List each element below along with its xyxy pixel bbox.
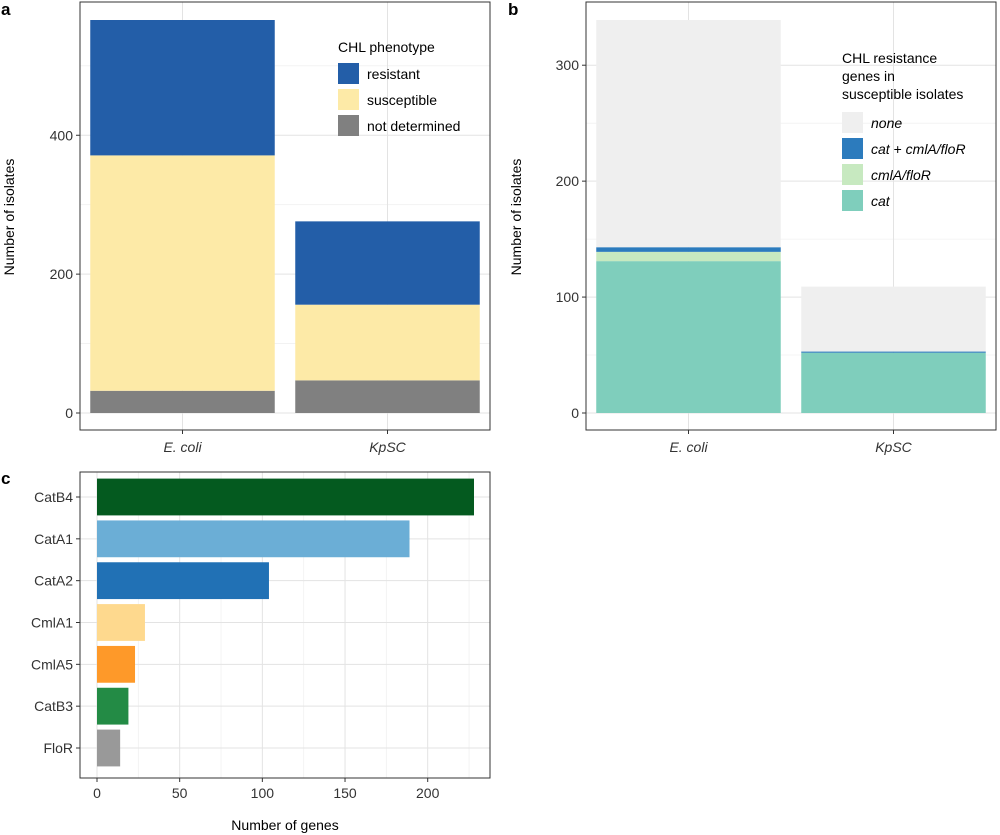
a-bar-kpsc-susceptible <box>295 304 480 381</box>
b-legend-key-cmla-flor <box>842 164 863 185</box>
a-legend-key-resistant <box>338 63 359 84</box>
c-bar-cata1 <box>97 520 410 558</box>
c-y-tick-label-flor: FloR <box>43 740 73 756</box>
panel-b-x-ticks: E. coli KpSC <box>669 430 913 455</box>
a-legend-label-susceptible: susceptible <box>367 92 437 108</box>
c-x-tick-label: 50 <box>172 785 188 801</box>
panel-a-y-ticks: 0 200 400 <box>50 127 80 421</box>
b-legend-key-cat-cmla-flor <box>842 138 863 159</box>
c-x-tick-label: 100 <box>251 785 275 801</box>
b-x-tick-label-e-coli: E. coli <box>669 439 708 455</box>
b-y-tick-label: 200 <box>556 173 580 189</box>
c-y-tick-label-cata1: CatA1 <box>34 531 73 547</box>
panel-b-legend: CHL resistance genes in susceptible isol… <box>842 50 966 211</box>
c-y-tick-label-cmla1: CmlA1 <box>31 615 73 631</box>
panel-b-legend-title-line-2: genes in <box>842 68 895 84</box>
b-bar-e-coli-cat-cmla-flor <box>596 247 781 252</box>
c-y-tick-label-cata2: CatA2 <box>34 573 73 589</box>
a-bar-e-coli-resistant <box>90 20 275 156</box>
c-y-tick-label-catb4: CatB4 <box>34 489 73 505</box>
panel-a-legend-title: CHL phenotype <box>338 39 435 55</box>
panel-b-y-ticks: 0 100 200 300 <box>556 57 586 421</box>
b-legend-label-none: none <box>871 115 902 131</box>
b-legend-label-cat: cat <box>871 193 891 209</box>
b-legend-key-cat <box>842 190 863 211</box>
c-x-tick-label: 150 <box>333 785 357 801</box>
panel-a-y-axis-title: Number of isolates <box>1 159 17 276</box>
panel-a-frame <box>79 1 491 431</box>
panel-a-legend: CHL phenotype resistant susceptible not de… <box>338 39 460 136</box>
b-x-tick-label-kpsc: KpSC <box>875 439 912 455</box>
b-y-tick-label: 100 <box>556 289 580 305</box>
c-bar-cata2 <box>97 562 269 600</box>
b-legend-key-none <box>842 112 863 133</box>
panel-c-tag: c <box>1 469 10 488</box>
panel-a-bars <box>90 20 480 413</box>
b-y-tick-label: 300 <box>556 57 580 73</box>
a-y-tick-label: 200 <box>50 266 74 282</box>
c-y-tick-label-cmla5: CmlA5 <box>31 656 73 672</box>
a-legend-label-not-determined: not determined <box>367 118 460 134</box>
b-y-tick-label: 0 <box>571 405 579 421</box>
panel-b: b 0 100 200 300 E. coli KpSC Number of isola… <box>508 0 997 455</box>
panel-c-y-ticks: CatB4 CatA1 CatA2 CmlA1 CmlA5 CatB3 FloR <box>31 489 80 756</box>
panel-b-tag: b <box>508 0 518 19</box>
a-bar-e-coli-not-determined <box>90 390 275 413</box>
b-bar-kpsc-none <box>801 286 986 352</box>
a-legend-key-not-determined <box>338 115 359 136</box>
b-bar-kpsc-cat <box>801 352 986 413</box>
b-bar-e-coli-cmla-flor <box>596 251 781 262</box>
a-y-tick-label: 0 <box>65 405 73 421</box>
b-bar-e-coli-cat <box>596 261 781 413</box>
c-bar-cmla1 <box>97 604 145 641</box>
a-bar-e-coli-susceptible <box>90 155 275 391</box>
b-legend-label-cmla-flor: cmlA/floR <box>871 167 931 183</box>
c-bar-cmla5 <box>97 645 136 683</box>
b-bar-e-coli-none <box>596 20 781 248</box>
a-legend-label-resistant: resistant <box>367 66 420 82</box>
b-legend-label-cat-cmla-flor: cat + cmlA/floR <box>871 141 966 157</box>
a-bar-kpsc-resistant <box>295 221 480 305</box>
panel-c-bars <box>97 478 474 767</box>
panel-b-bars <box>596 20 986 413</box>
a-y-tick-label: 400 <box>50 127 74 143</box>
panel-a-x-ticks: E. coli KpSC <box>163 430 407 455</box>
c-bar-catb3 <box>97 687 129 725</box>
c-x-tick-label: 0 <box>93 785 101 801</box>
panel-c-x-ticks: 0 50 100 150 200 <box>93 778 440 801</box>
panel-a-tag: a <box>1 0 11 19</box>
panel-a: a 0 200 400 E. coli KpSC Number of isolates… <box>1 0 491 455</box>
panel-b-y-axis-title: Number of isolates <box>508 159 524 276</box>
panel-c-frame <box>79 471 491 779</box>
a-bar-kpsc-not-determined <box>295 380 480 413</box>
panel-b-legend-title-line-1: CHL resistance <box>842 50 937 66</box>
c-bar-flor <box>97 729 121 767</box>
panel-c-x-axis-title: Number of genes <box>231 817 338 833</box>
a-x-tick-label-kpsc: KpSC <box>369 439 406 455</box>
a-x-tick-label-e-coli: E. coli <box>163 439 202 455</box>
panel-b-legend-title-line-3: susceptible isolates <box>842 86 963 102</box>
a-legend-key-susceptible <box>338 89 359 110</box>
c-x-tick-label: 200 <box>416 785 440 801</box>
c-y-tick-label-catb3: CatB3 <box>34 698 73 714</box>
panel-c: c CatB4 CatA1 CatA2 CmlA1 CmlA5 CatB3 FloR 0 50… <box>1 469 491 833</box>
c-bar-catb4 <box>97 478 474 516</box>
panel-b-frame <box>585 1 997 431</box>
b-bar-kpsc-cat-cmla-flor <box>801 351 986 353</box>
